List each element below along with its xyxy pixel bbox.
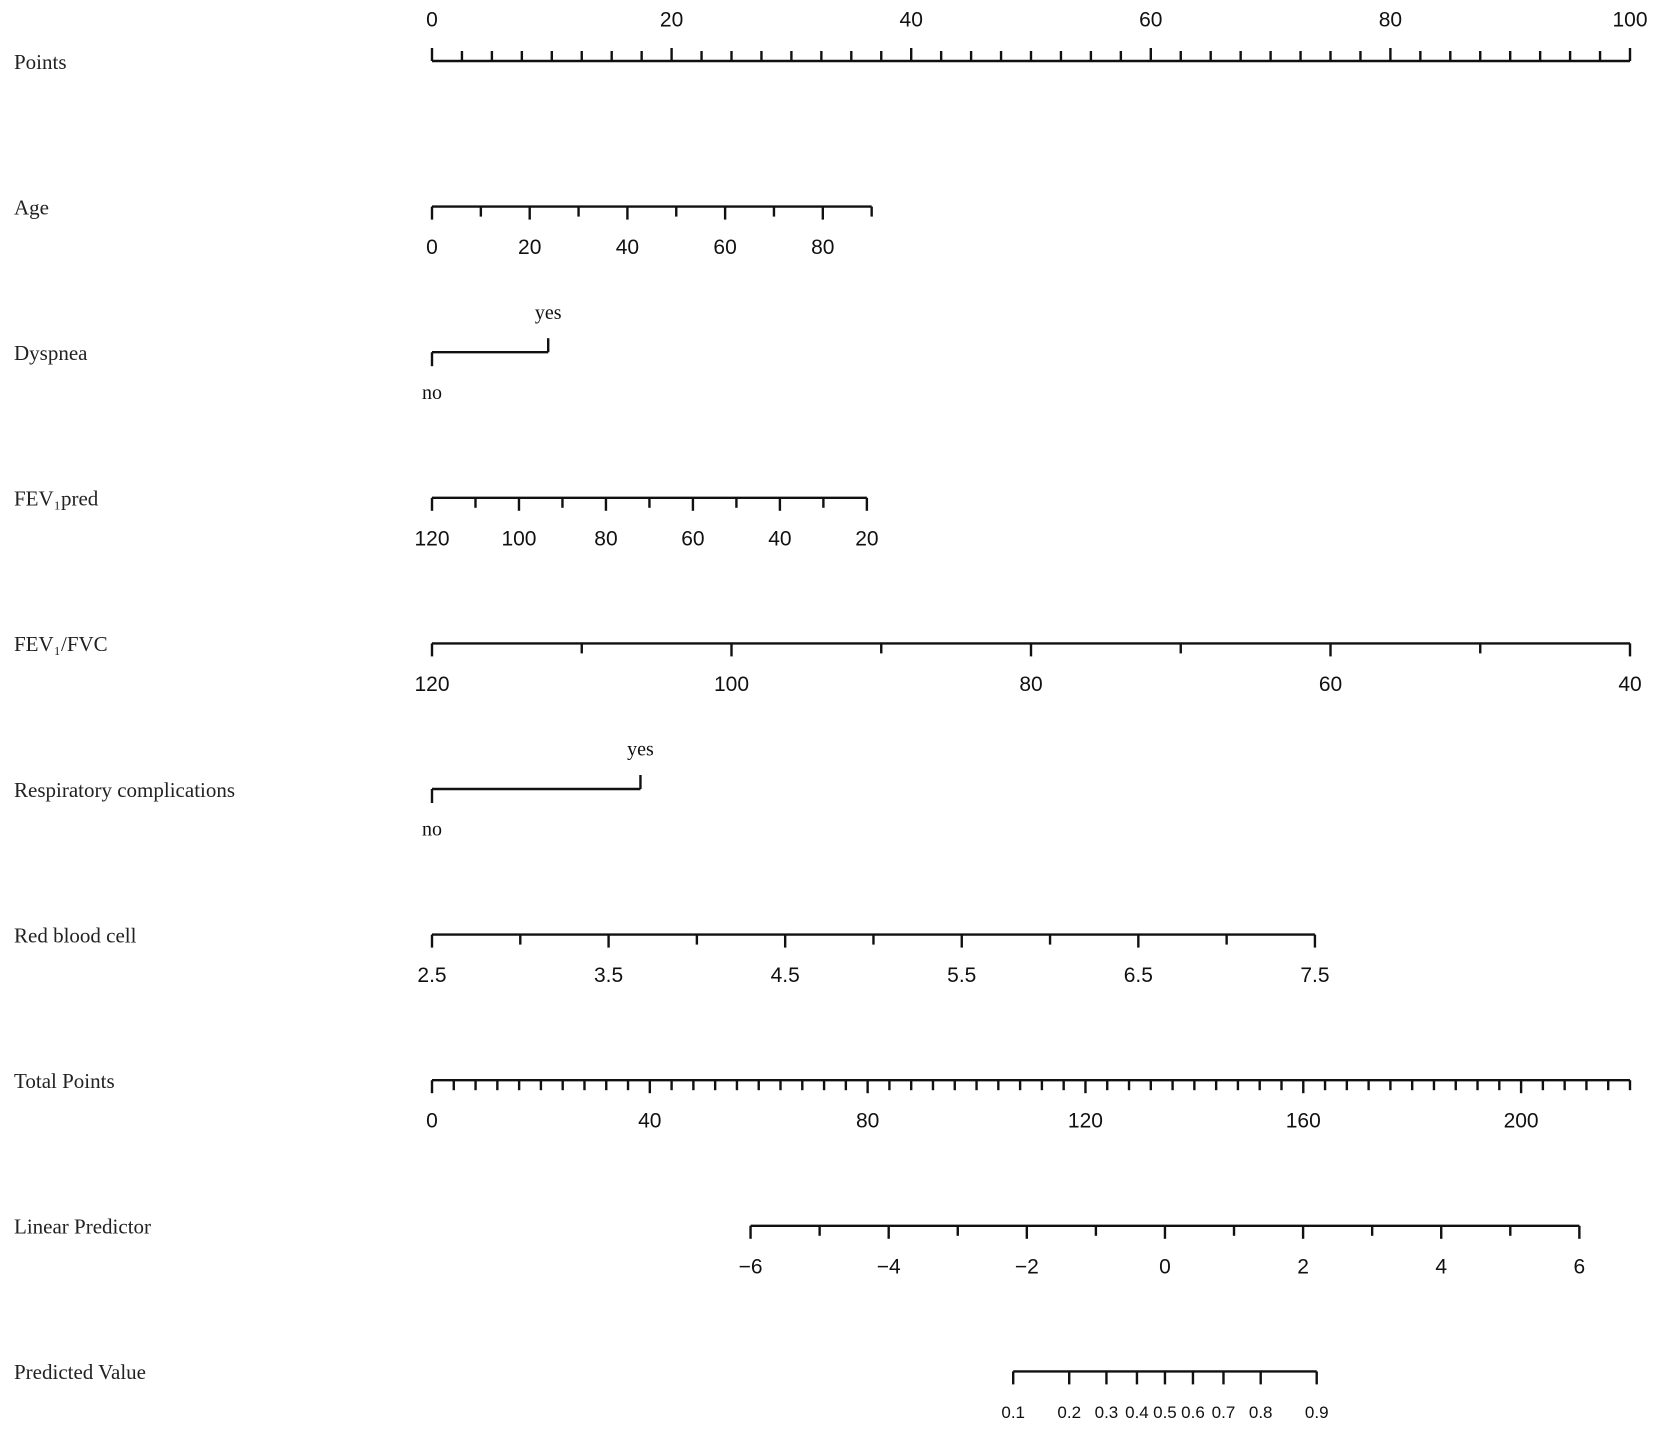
row-label: Points xyxy=(14,50,67,74)
tick-label: 40 xyxy=(768,527,791,550)
tick-label: 20 xyxy=(660,9,683,32)
tick-label: 80 xyxy=(856,1110,879,1133)
tick-label: 6.5 xyxy=(1124,964,1153,987)
tick-label: 60 xyxy=(713,236,736,259)
row-label: Respiratory complications xyxy=(14,778,235,802)
tick-label: 100 xyxy=(501,527,536,550)
category-label: yes xyxy=(535,302,562,324)
tick-label: −6 xyxy=(739,1255,763,1278)
row-label: Red blood cell xyxy=(14,923,137,947)
tick-label: 0.4 xyxy=(1125,1403,1149,1422)
category-label: no xyxy=(422,819,442,841)
tick-label: 200 xyxy=(1504,1110,1539,1133)
tick-label: 100 xyxy=(714,673,749,696)
row-label: Dyspnea xyxy=(14,341,88,365)
tick-label: 40 xyxy=(616,236,639,259)
tick-label: 40 xyxy=(1618,673,1641,696)
tick-label: 60 xyxy=(1319,673,1342,696)
row-label: Total Points xyxy=(14,1069,115,1093)
tick-label: 4.5 xyxy=(771,964,800,987)
tick-label: 2.5 xyxy=(417,964,446,987)
tick-label: 20 xyxy=(855,527,878,550)
tick-label: −4 xyxy=(877,1255,901,1278)
tick-label: 40 xyxy=(900,9,923,32)
tick-label: 0.2 xyxy=(1057,1403,1081,1422)
tick-label: 2 xyxy=(1297,1255,1309,1278)
category-label: yes xyxy=(627,739,654,761)
tick-label: 0.6 xyxy=(1181,1403,1205,1422)
row-label: FEV₁pred xyxy=(14,487,99,511)
tick-label: 0 xyxy=(1159,1255,1171,1278)
category-label: no xyxy=(422,382,442,404)
tick-label: 80 xyxy=(594,527,617,550)
tick-label: 4 xyxy=(1435,1255,1447,1278)
tick-label: 3.5 xyxy=(594,964,623,987)
tick-label: 0 xyxy=(426,9,438,32)
tick-label: 7.5 xyxy=(1300,964,1329,987)
tick-label: 6 xyxy=(1574,1255,1586,1278)
tick-label: 120 xyxy=(414,527,449,550)
tick-label: 20 xyxy=(518,236,541,259)
tick-label: 120 xyxy=(414,673,449,696)
tick-label: 160 xyxy=(1286,1110,1321,1133)
tick-label: 0.5 xyxy=(1153,1403,1177,1422)
tick-label: 80 xyxy=(1019,673,1042,696)
tick-label: −2 xyxy=(1015,1255,1039,1278)
tick-label: 0.9 xyxy=(1305,1403,1329,1422)
tick-label: 5.5 xyxy=(947,964,976,987)
tick-label: 0.3 xyxy=(1095,1403,1119,1422)
row-label: Linear Predictor xyxy=(14,1215,151,1239)
tick-label: 60 xyxy=(1139,9,1162,32)
tick-label: 0.1 xyxy=(1001,1403,1025,1422)
tick-label: 60 xyxy=(681,527,704,550)
row-label: Age xyxy=(14,195,49,219)
tick-label: 120 xyxy=(1068,1110,1103,1133)
row-label: FEV₁/FVC xyxy=(14,632,108,656)
tick-label: 80 xyxy=(1379,9,1402,32)
tick-label: 40 xyxy=(638,1110,661,1133)
tick-label: 0 xyxy=(426,236,438,259)
tick-label: 0.7 xyxy=(1212,1403,1236,1422)
tick-label: 80 xyxy=(811,236,834,259)
tick-label: 0 xyxy=(426,1110,438,1133)
row-label: Predicted Value xyxy=(14,1360,146,1384)
tick-label: 0.8 xyxy=(1249,1403,1273,1422)
tick-label: 100 xyxy=(1612,9,1647,32)
